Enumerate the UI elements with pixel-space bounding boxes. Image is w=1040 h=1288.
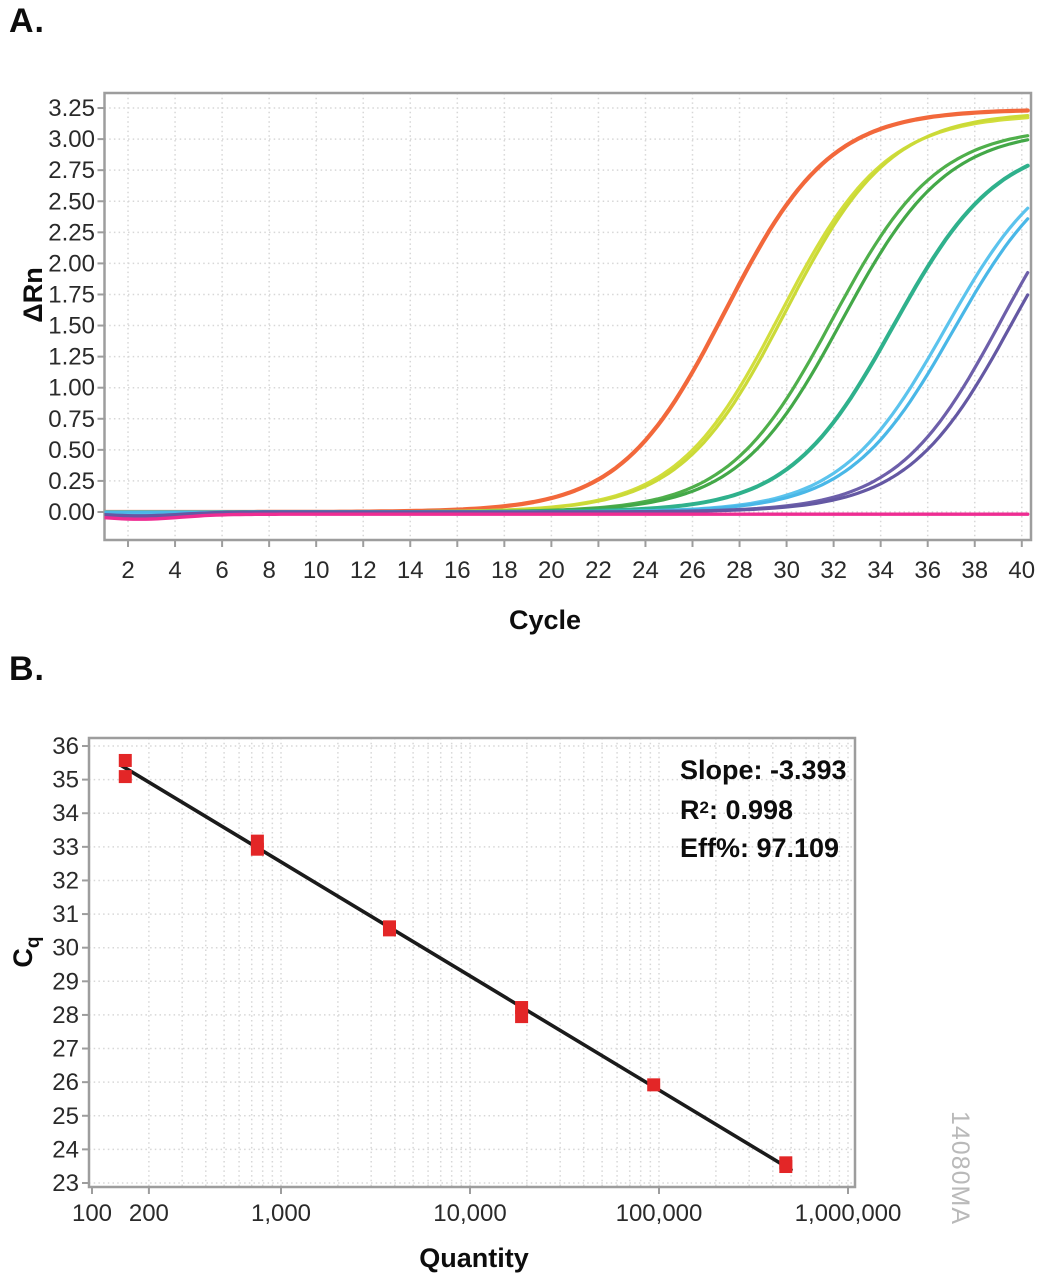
x-axis-label-cycle: Cycle (509, 605, 581, 635)
svg-text:100,000: 100,000 (616, 1200, 703, 1227)
svg-text:24: 24 (52, 1136, 79, 1163)
svg-text:14: 14 (397, 557, 424, 584)
svg-text:27: 27 (52, 1036, 79, 1063)
svg-text:26: 26 (679, 557, 706, 584)
y-axis-label-drn: ΔRn (18, 267, 48, 322)
svg-text:25: 25 (52, 1103, 79, 1130)
svg-text:31: 31 (52, 901, 79, 928)
r2-stat: R2: 0.998 (680, 795, 794, 825)
svg-text:28: 28 (52, 1002, 79, 1029)
svg-text:10,000: 10,000 (433, 1200, 506, 1227)
amplification-plot: 2 4 6 8 10 12 14 16 18 20 22 24 26 28 30 32 34 36 38 400.00… (18, 91, 1035, 635)
svg-text:32: 32 (820, 557, 847, 584)
svg-text:3.25: 3.25 (48, 95, 95, 122)
svg-text:35: 35 (52, 767, 79, 794)
svg-text:16: 16 (444, 557, 471, 584)
panel-a-label: A. (9, 2, 45, 40)
svg-text:28: 28 (726, 557, 753, 584)
svg-text:30: 30 (773, 557, 800, 584)
svg-text:6: 6 (215, 557, 228, 584)
svg-text:36: 36 (52, 733, 79, 760)
slope-stat: Slope: -3.393 (680, 755, 847, 785)
svg-text:32: 32 (52, 867, 79, 894)
figure-watermark: 14080MA (946, 1111, 974, 1226)
svg-text:23: 23 (52, 1170, 79, 1197)
svg-text:26: 26 (52, 1069, 79, 1096)
svg-text:30: 30 (52, 935, 79, 962)
svg-text:4: 4 (168, 557, 181, 584)
fit-statistics: Slope: -3.393 R2: 0.998 Eff%: 97.109 (680, 751, 847, 867)
svg-text:12: 12 (350, 557, 377, 584)
svg-text:2.00: 2.00 (48, 250, 95, 277)
svg-text:1,000,000: 1,000,000 (795, 1200, 902, 1227)
svg-text:1,000: 1,000 (251, 1200, 311, 1227)
svg-text:18: 18 (491, 557, 518, 584)
panel-b-label: B. (9, 650, 45, 688)
svg-text:36: 36 (914, 557, 941, 584)
svg-text:33: 33 (52, 834, 79, 861)
svg-text:0.25: 0.25 (48, 468, 95, 495)
svg-text:8: 8 (262, 557, 275, 584)
y-axis-label-cq: Cq (8, 936, 44, 967)
svg-text:2: 2 (121, 557, 134, 584)
svg-text:1.25: 1.25 (48, 344, 95, 371)
svg-text:20: 20 (538, 557, 565, 584)
svg-text:100: 100 (72, 1200, 112, 1227)
svg-text:1.00: 1.00 (48, 375, 95, 402)
svg-text:2.75: 2.75 (48, 157, 95, 184)
svg-text:2.50: 2.50 (48, 188, 95, 215)
svg-text:22: 22 (585, 557, 612, 584)
eff-stat: Eff%: 97.109 (680, 833, 840, 863)
svg-text:24: 24 (632, 557, 659, 584)
svg-text:200: 200 (129, 1200, 169, 1227)
svg-text:0.00: 0.00 (48, 499, 95, 526)
svg-text:29: 29 (52, 968, 79, 995)
svg-text:34: 34 (867, 557, 894, 584)
svg-text:0.50: 0.50 (48, 437, 95, 464)
standard-curve-plot: 100 200 1,000 10,000 100,000 1,000,000 23 24 25 2… (8, 733, 902, 1273)
svg-text:34: 34 (52, 800, 79, 827)
svg-text:1.75: 1.75 (48, 281, 95, 308)
svg-text:3.00: 3.00 (48, 126, 95, 153)
svg-text:40: 40 (1008, 557, 1035, 584)
svg-text:38: 38 (961, 557, 988, 584)
svg-text:10: 10 (303, 557, 330, 584)
svg-text:0.75: 0.75 (48, 406, 95, 433)
svg-text:2.25: 2.25 (48, 219, 95, 246)
svg-text:1.50: 1.50 (48, 313, 95, 340)
x-axis-label-quantity: Quantity (419, 1243, 529, 1273)
